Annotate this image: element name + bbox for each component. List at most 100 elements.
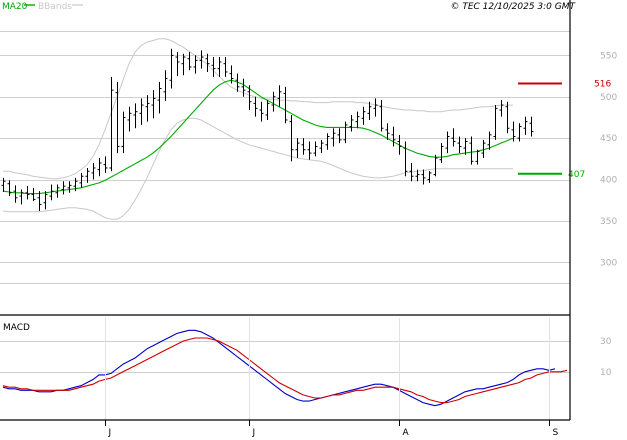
ohlc-bar	[31, 187, 36, 202]
ohlc-bar	[103, 156, 108, 173]
ohlc-bar	[277, 85, 282, 107]
ohlc-bar	[529, 116, 534, 137]
ohlc-bar	[139, 98, 144, 125]
ohlc-bar	[355, 111, 360, 129]
ohlc-bar	[415, 169, 420, 182]
ohlc-bar	[259, 101, 264, 122]
ohlc-bar	[157, 81, 162, 114]
x-axis: JJASO	[105, 318, 559, 438]
ohlc-bar	[115, 81, 120, 154]
ohlc-bar	[205, 53, 210, 72]
price-grid	[0, 31, 570, 284]
price-y-axis: 300 350 400 450 500 550	[600, 51, 617, 268]
ohlc-bar	[421, 169, 426, 185]
ohlc-bar	[379, 100, 384, 132]
bband-lower	[2, 117, 513, 220]
ohlc-bar	[91, 163, 96, 180]
ohlc-bar	[211, 57, 216, 77]
ohlc-bar	[37, 191, 42, 212]
x-tick-label: J	[252, 428, 256, 438]
ohlc-bar	[43, 191, 48, 210]
price-y-tick: 300	[600, 258, 617, 268]
ohlc-bar	[223, 57, 228, 77]
ohlc-bar	[385, 123, 390, 140]
bollinger-bands	[2, 38, 513, 220]
ohlc-bar	[199, 50, 204, 69]
ohlc-bar	[451, 128, 456, 147]
signal-series-line	[2, 337, 568, 404]
ohlc-bar	[337, 128, 342, 144]
ma20-line	[2, 79, 514, 195]
copyright-text: © TEC 12/10/2025 3:0 GMT	[450, 2, 576, 12]
ohlc-bar	[67, 181, 72, 193]
ohlc-bar	[493, 105, 498, 140]
ohlc-bar	[217, 57, 222, 77]
ohlc-bar	[25, 186, 30, 200]
ohlc-bar	[55, 184, 60, 198]
ohlc-bar	[391, 126, 396, 147]
ohlc-bar	[469, 136, 474, 165]
x-tick-label: J	[108, 428, 112, 438]
price-y-tick: 500	[600, 93, 617, 103]
legend-bbands: BBands	[38, 2, 72, 12]
ohlc-bar	[151, 90, 156, 119]
ohlc-bar	[163, 70, 168, 101]
ohlc-bar	[325, 133, 330, 150]
ohlc-bar	[409, 163, 414, 182]
bband-upper	[3, 38, 513, 180]
ohlc-bar	[181, 53, 186, 76]
ohlc-bar	[187, 52, 192, 71]
price-y-tick: 350	[600, 217, 617, 227]
ohlc-bar	[1, 177, 6, 192]
ohlc-bar	[61, 181, 66, 195]
price-y-tick: 550	[600, 51, 617, 61]
resistance-label: 516	[594, 80, 611, 90]
ohlc-bar	[19, 189, 24, 205]
legend-ma20: MA20	[2, 2, 28, 12]
ohlc-bar	[235, 73, 240, 92]
macd-grid	[0, 341, 570, 373]
price-y-tick: 400	[600, 176, 617, 186]
ohlc-bar	[121, 111, 126, 154]
ohlc-bar	[175, 52, 180, 77]
ohlc-bar	[361, 106, 366, 125]
ohlc-bar	[97, 158, 102, 177]
ohlc-bar	[7, 180, 12, 197]
ohlc-bar	[517, 123, 522, 142]
macd-panel-label: MACD	[3, 323, 30, 333]
ohlc-bar	[265, 100, 270, 120]
ohlc-bar	[85, 167, 90, 183]
ohlc-bar	[439, 143, 444, 163]
ohlc-bar	[499, 100, 504, 117]
ohlc-bar	[367, 101, 372, 120]
macd-series-line	[2, 329, 556, 407]
ohlc-bar	[73, 177, 78, 192]
ohlc-bar	[343, 121, 348, 144]
price-y-tick: 450	[600, 134, 617, 144]
x-tick-label: A	[403, 428, 410, 438]
ohlc-bar	[271, 91, 276, 112]
ohlc-bar	[133, 103, 138, 129]
ohlc-bar	[349, 114, 354, 132]
macd-y-tick: 10	[600, 368, 612, 378]
macd-lines	[2, 329, 568, 407]
ohlc-bar	[253, 96, 258, 117]
ohlc-bar	[295, 138, 300, 159]
ohlc-bar	[109, 76, 114, 172]
ohlc-bar	[319, 139, 324, 154]
ohlc-bar	[445, 131, 450, 154]
support-resistance-levels: 516 407	[518, 80, 611, 180]
ohlc-bar	[289, 114, 294, 162]
ohlc-bar	[403, 141, 408, 177]
ohlc-bar	[331, 128, 336, 147]
ohlc-bar	[247, 85, 252, 111]
macd-y-tick: 30	[600, 337, 612, 347]
ohlc-bar	[457, 136, 462, 154]
ohlc-bar	[523, 116, 528, 135]
ohlc-bar	[193, 55, 198, 74]
macd-y-axis: 10 30	[600, 337, 612, 378]
ma20-path	[2, 79, 514, 195]
ohlc-bar	[49, 184, 54, 201]
ohlc-bar	[397, 134, 402, 155]
